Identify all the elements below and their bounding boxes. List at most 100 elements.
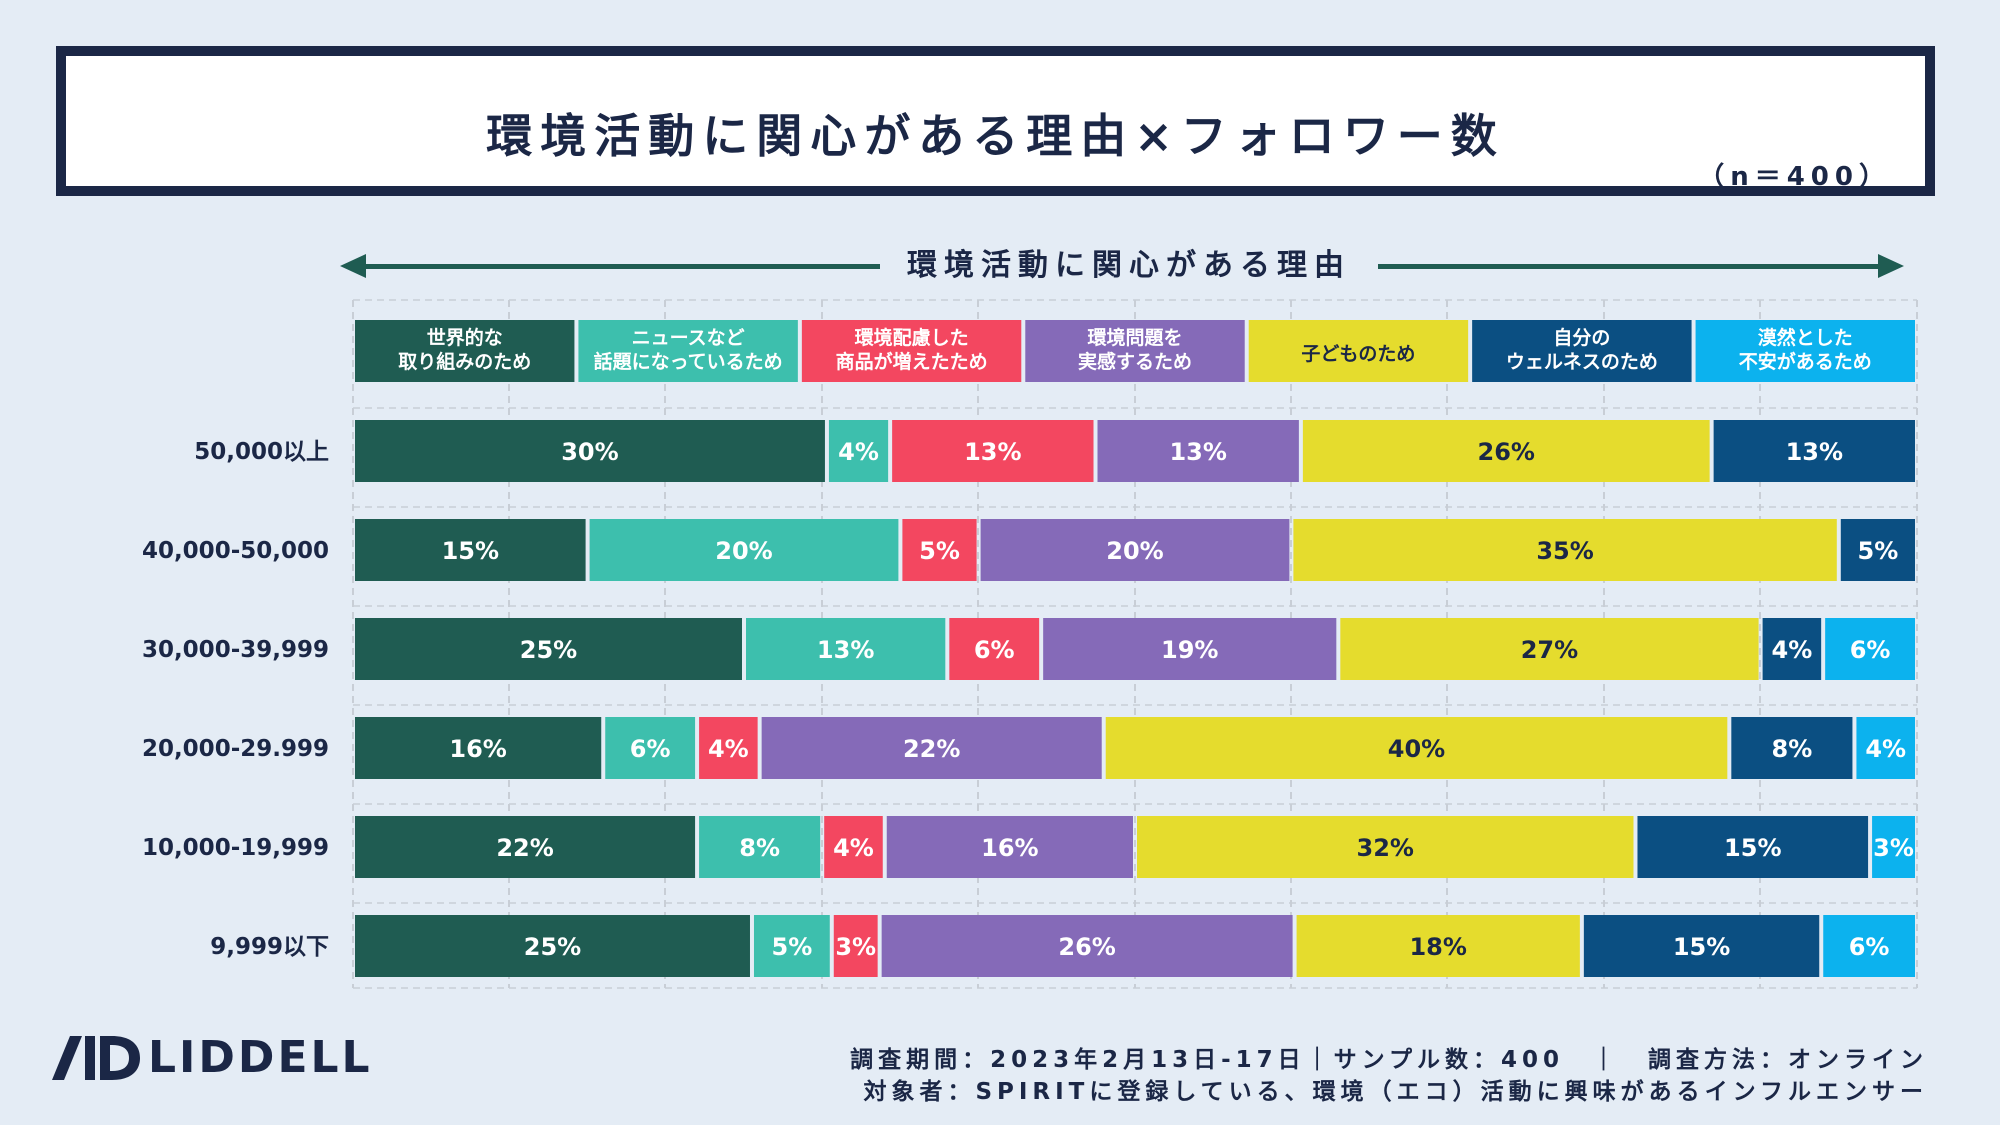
bar-segment-r3-s6 xyxy=(1762,618,1822,680)
bar-segment-r3-s2 xyxy=(746,618,946,680)
legend-swatch-7 xyxy=(1695,320,1915,382)
title-box: 環境活動に関心がある理由×フォロワー数 （n＝400） xyxy=(56,46,1935,196)
data-label-r6-s1: 25% xyxy=(524,933,581,961)
bar-segment-r1-s5 xyxy=(1302,420,1710,482)
data-label-r6-s6: 15% xyxy=(1673,933,1730,961)
bar-segment-r4-s2 xyxy=(605,717,696,779)
data-label-r5-s6: 15% xyxy=(1724,834,1781,862)
bar-segment-r5-s1 xyxy=(355,816,696,878)
legend-swatch-6 xyxy=(1472,320,1692,382)
legend-label-3-line-2: 商品が増えたため xyxy=(836,350,988,373)
footer-survey-info: 調査期間：2023年2月13日-17日｜サンプル数：400 ｜ 調査方法：オンラ… xyxy=(850,1047,1928,1073)
data-label-r1-s3: 13% xyxy=(964,438,1021,466)
legend-label-4-line-2: 実感するため xyxy=(1078,350,1192,373)
legend-label-3-line-1: 環境配慮した xyxy=(855,326,969,349)
data-label-r4-s1: 16% xyxy=(449,735,506,763)
legend-label-5-line-1: 子どものため xyxy=(1301,343,1415,365)
bar-segment-r5-s5 xyxy=(1137,816,1634,878)
page-title: 環境活動に関心がある理由×フォロワー数 xyxy=(486,109,1505,163)
bar-segment-r1-s1 xyxy=(355,420,825,482)
bar-segment-r6-s7 xyxy=(1823,915,1915,977)
bar-segment-r1-s4 xyxy=(1097,420,1299,482)
axis-line-right xyxy=(1378,264,1878,269)
data-label-r4-s6: 8% xyxy=(1772,735,1813,763)
arrow-right-icon xyxy=(1878,254,1904,278)
bar-segment-r6-s6 xyxy=(1583,915,1820,977)
bar-segment-r4-s5 xyxy=(1105,717,1728,779)
data-label-r2-s6: 5% xyxy=(1858,537,1899,565)
data-label-r2-s1: 15% xyxy=(442,537,499,565)
bar-segment-r3-s4 xyxy=(1043,618,1337,680)
bar-segment-r1-s2 xyxy=(828,420,889,482)
bar-segment-r5-s7 xyxy=(1872,816,1915,878)
axis-header: 環境活動に関心がある理由 xyxy=(340,244,1904,288)
data-label-r3-s6: 4% xyxy=(1772,636,1813,664)
bar-segment-r5-s4 xyxy=(886,816,1133,878)
data-label-r2-s5: 35% xyxy=(1536,537,1593,565)
bar-segment-r2-s3 xyxy=(902,519,977,581)
legend-label-6-line-2: ウェルネスのため xyxy=(1506,351,1658,373)
bar-segment-r3-s5 xyxy=(1340,618,1759,680)
bar-segment-r1-s3 xyxy=(892,420,1094,482)
data-label-r4-s7: 4% xyxy=(1865,735,1906,763)
bar-segment-r2-s6 xyxy=(1840,519,1915,581)
data-label-r2-s3: 5% xyxy=(919,537,960,565)
data-label-r2-s2: 20% xyxy=(715,537,772,565)
data-label-r6-s3: 3% xyxy=(835,933,876,961)
data-label-r1-s5: 26% xyxy=(1478,438,1535,466)
data-label-r6-s2: 5% xyxy=(772,933,813,961)
data-label-r3-s4: 19% xyxy=(1161,636,1218,664)
data-label-r3-s3: 6% xyxy=(974,636,1015,664)
data-label-r5-s3: 4% xyxy=(833,834,874,862)
legend-swatch-1 xyxy=(355,320,575,382)
bar-segment-r6-s1 xyxy=(355,915,750,977)
liddell-logo-icon xyxy=(52,1036,140,1080)
logo-text: LIDDELL xyxy=(148,1032,373,1083)
category-label-1: 50,000以上 xyxy=(194,439,329,465)
category-label-5: 10,000-19,999 xyxy=(142,835,329,861)
legend-label-7-line-1: 漠然とした xyxy=(1758,326,1853,349)
data-label-r6-s5: 18% xyxy=(1409,933,1466,961)
data-label-r1-s2: 4% xyxy=(838,438,879,466)
data-label-r2-s4: 20% xyxy=(1106,537,1163,565)
bar-segment-r4-s3 xyxy=(699,717,758,779)
data-label-r3-s1: 25% xyxy=(520,636,577,664)
data-label-r5-s1: 22% xyxy=(496,834,553,862)
bar-segment-r6-s4 xyxy=(881,915,1293,977)
bar-segment-r4-s7 xyxy=(1856,717,1915,779)
data-label-r3-s7: 6% xyxy=(1850,636,1891,664)
category-label-2: 40,000-50,000 xyxy=(142,538,329,564)
category-label-6: 9,999以下 xyxy=(210,934,329,960)
bar-segment-r5-s3 xyxy=(824,816,883,878)
legend-swatch-3 xyxy=(801,320,1022,382)
bar-segment-r1-s6 xyxy=(1713,420,1915,482)
data-label-r4-s5: 40% xyxy=(1388,735,1445,763)
legend-label-2-line-1: ニュースなど xyxy=(632,327,745,349)
data-label-r1-s1: 30% xyxy=(561,438,618,466)
bar-segment-r5-s2 xyxy=(699,816,821,878)
axis-line-left xyxy=(362,264,880,269)
bar-segment-r6-s5 xyxy=(1296,915,1580,977)
legend-label-2-line-2: 話題になっているため xyxy=(594,350,783,373)
bar-segment-r4-s1 xyxy=(355,717,602,779)
bar-segment-r2-s4 xyxy=(980,519,1290,581)
data-label-r1-s4: 13% xyxy=(1169,438,1226,466)
bar-segment-r5-s6 xyxy=(1637,816,1869,878)
data-label-r5-s2: 8% xyxy=(739,834,780,862)
legend-swatch-5 xyxy=(1248,320,1469,382)
bar-segment-r3-s3 xyxy=(949,618,1040,680)
data-label-r6-s7: 6% xyxy=(1849,933,1890,961)
legend-label-4-line-1: 環境問題を xyxy=(1087,326,1182,349)
sample-size: （n＝400） xyxy=(1698,162,1891,192)
data-label-r3-s5: 27% xyxy=(1521,636,1578,664)
legend-label-7-line-2: 不安があるため xyxy=(1739,350,1872,373)
bar-segment-r4-s6 xyxy=(1731,717,1853,779)
bar-segment-r2-s1 xyxy=(355,519,586,581)
bar-segment-r6-s2 xyxy=(753,915,830,977)
legend-label-1-line-1: 世界的な xyxy=(427,326,503,349)
data-label-r4-s3: 4% xyxy=(708,735,749,763)
bar-segment-r3-s7 xyxy=(1825,618,1915,680)
data-label-r4-s4: 22% xyxy=(903,735,960,763)
data-label-r5-s5: 32% xyxy=(1357,834,1414,862)
